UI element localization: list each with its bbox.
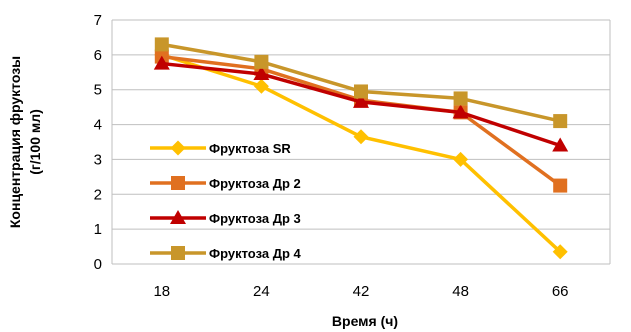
data-point: [353, 129, 369, 145]
data-point: [253, 66, 270, 81]
data-point: [254, 54, 269, 69]
series-4: [154, 37, 568, 129]
y-axis-ticks: 0 1 2 3 4 5 6 7: [94, 12, 102, 273]
x-tick-label: 42: [353, 283, 370, 300]
data-point: [452, 104, 469, 119]
series-line: [161, 54, 562, 187]
data-point: [553, 178, 568, 193]
x-tick-label: 18: [153, 283, 170, 300]
data-point: [552, 137, 569, 152]
data-point: [253, 78, 269, 94]
data-point: [552, 244, 568, 260]
x-axis-title: Время (ч): [332, 313, 398, 329]
y-axis-title-line-1: Концентрация фруктозы: [7, 56, 23, 228]
x-tick-label: 66: [552, 283, 569, 300]
legend-item: Фруктоза Др 3: [150, 210, 301, 226]
legend-label: Фруктоза Др 4: [209, 246, 302, 261]
data-point: [154, 37, 169, 52]
y-tick-label: 0: [94, 256, 102, 273]
series-lines: [153, 37, 569, 260]
y-tick-label: 7: [94, 12, 102, 29]
legend-label: Фруктоза Др 2: [209, 176, 301, 191]
series-3: [153, 55, 569, 152]
x-axis-ticks: 18 24 42 48 66: [153, 283, 568, 300]
data-point: [153, 55, 170, 70]
y-axis-title-line-2: (г/100 мл): [27, 109, 43, 175]
legend-marker: [171, 176, 185, 190]
series-line: [161, 42, 561, 123]
y-tick-label: 6: [94, 47, 102, 64]
legend-marker: [170, 140, 186, 156]
legend-label: Фруктоза SR: [209, 141, 291, 156]
legend-label: Фруктоза Др 3: [209, 211, 301, 226]
legend-marker: [171, 246, 185, 260]
x-tick-label: 48: [452, 283, 469, 300]
legend: Фруктоза SR Фруктоза Др 2 Фруктоза Др 3 Фру…: [150, 140, 302, 261]
y-tick-label: 1: [94, 221, 102, 238]
data-point: [353, 93, 369, 108]
data-point: [453, 91, 468, 106]
data-point: [453, 151, 469, 167]
data-point: [553, 114, 568, 129]
y-tick-label: 2: [94, 186, 102, 203]
y-tick-label: 5: [94, 82, 102, 99]
legend-item: Фруктоза Др 2: [150, 176, 301, 191]
y-tick-label: 3: [94, 151, 102, 168]
legend-item: Фруктоза Др 4: [150, 246, 302, 261]
legend-marker: [170, 210, 186, 224]
legend-item: Фруктоза SR: [150, 140, 291, 156]
data-point: [354, 84, 368, 99]
y-tick-label: 4: [94, 117, 102, 134]
x-tick-label: 24: [253, 283, 270, 300]
